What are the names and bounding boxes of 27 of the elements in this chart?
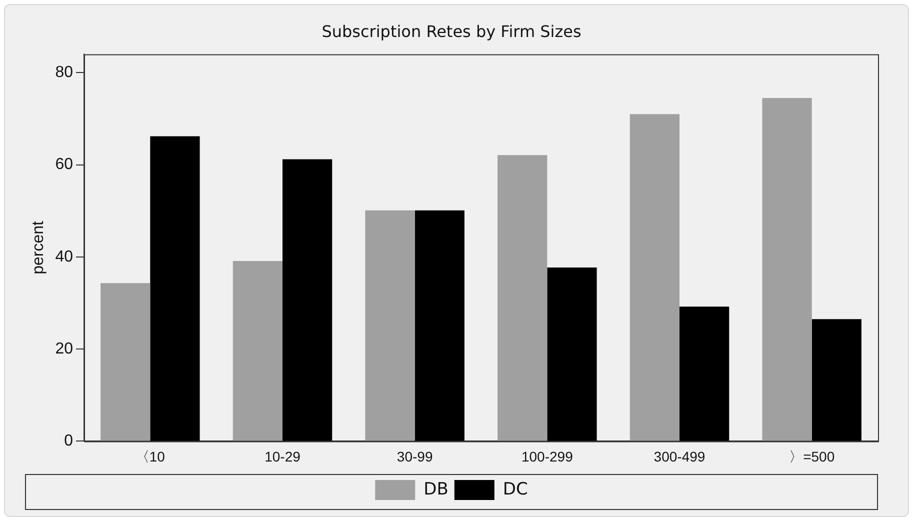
chart-title: Subscription Retes by Firm Sizes xyxy=(322,22,582,41)
y-axis-title: percent xyxy=(30,220,48,274)
bar xyxy=(812,319,862,441)
y-tick-label: 20 xyxy=(55,340,74,358)
bar xyxy=(100,283,150,441)
x-tick-label: 30-99 xyxy=(396,448,433,464)
bar xyxy=(762,98,812,441)
bar xyxy=(232,261,282,441)
y-tick-label: 40 xyxy=(55,248,74,266)
bar xyxy=(365,210,415,441)
bar xyxy=(414,210,464,441)
x-tick-label: 10-29 xyxy=(264,448,301,464)
bar xyxy=(150,136,200,441)
x-tick-label: 〉=500 xyxy=(789,448,835,464)
bar xyxy=(547,268,597,441)
legend-label: DC xyxy=(502,479,528,500)
bar xyxy=(498,155,548,441)
bar xyxy=(680,306,730,441)
y-tick-label: 0 xyxy=(64,432,74,450)
x-tick-label: 〈10 xyxy=(135,448,166,464)
x-tick-label: 100-299 xyxy=(521,448,574,464)
x-tick-label: 300-499 xyxy=(654,448,706,464)
y-tick-label: 60 xyxy=(55,156,74,174)
legend-label: DB xyxy=(424,479,448,500)
bar xyxy=(282,159,332,441)
bar xyxy=(630,114,680,441)
y-tick-label: 80 xyxy=(55,64,74,82)
